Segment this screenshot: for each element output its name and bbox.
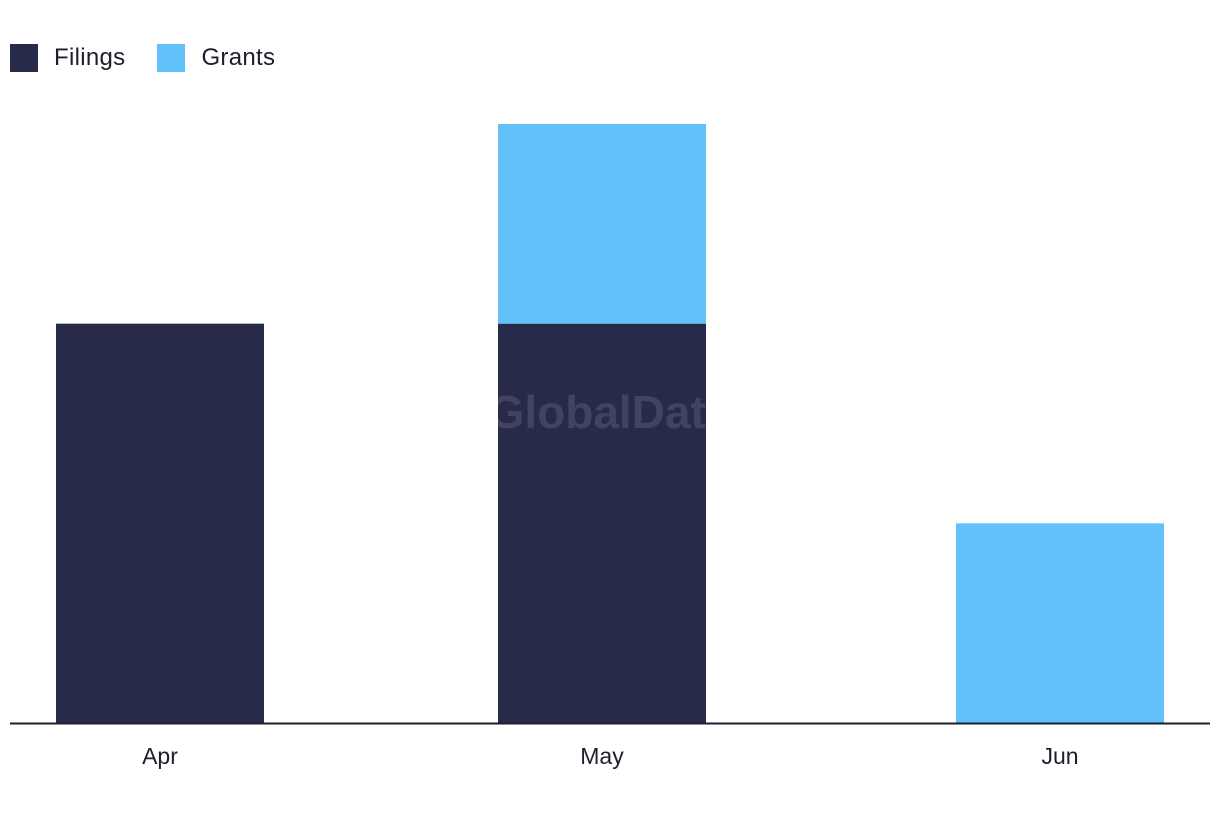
x-tick-label-may: May	[580, 743, 624, 769]
bar-group	[56, 124, 1164, 723]
watermark-logo: GlobalData	[489, 386, 732, 438]
bar-grants-jun[interactable]	[956, 523, 1164, 723]
bar-filings-may[interactable]	[498, 323, 706, 723]
x-tick-label-jun: Jun	[1041, 743, 1078, 769]
bar-filings-apr[interactable]	[56, 323, 264, 723]
legend-swatch-grants	[157, 44, 186, 72]
x-tick-label-apr: Apr	[142, 743, 178, 769]
legend-item-grants[interactable]: Grants	[157, 44, 275, 72]
legend-item-filings[interactable]: Filings	[10, 44, 125, 72]
bar-grants-may[interactable]	[498, 124, 706, 324]
chart-legend: Filings Grants	[10, 44, 275, 72]
legend-label-filings: Filings	[54, 44, 126, 71]
legend-label-grants: Grants	[201, 44, 276, 71]
x-axis-ticks: Apr May Jun	[142, 743, 1078, 769]
legend-swatch-filings	[10, 44, 38, 72]
